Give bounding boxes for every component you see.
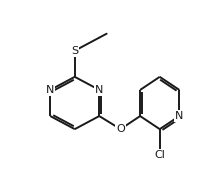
Text: S: S <box>71 46 78 56</box>
Text: N: N <box>95 85 103 95</box>
Text: Cl: Cl <box>154 150 165 160</box>
Text: O: O <box>116 124 125 134</box>
Text: N: N <box>175 111 183 121</box>
Text: N: N <box>46 85 54 95</box>
